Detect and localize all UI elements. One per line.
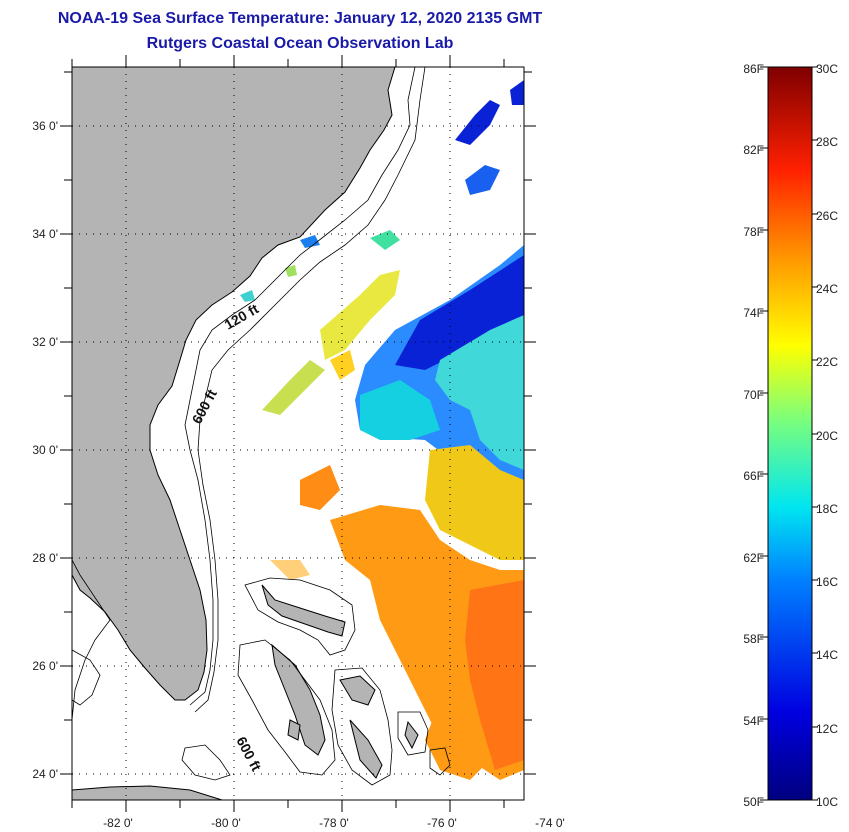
lon-label: -74 0' [535,816,565,830]
colorbar-c-label: 20C [816,429,838,443]
lat-label: 32 0' [32,335,58,349]
lat-label: 34 0' [32,227,58,241]
colorbar-f-label: 78F [743,225,764,239]
colorbar-c-label: 12C [816,722,838,736]
lat-label: 36 0' [32,119,58,133]
colorbar-f-label: 82F [743,143,764,157]
bahamas-islands [261,584,419,779]
temperature-colorbar: 86F 82F 78F 74F 70F 66F 62F 58F 54F 50F … [743,62,838,809]
land-cuba [72,785,223,800]
colorbar-c-label: 18C [816,502,838,516]
lat-label: 26 0' [32,659,58,673]
colorbar-f-label: 50F [743,795,764,809]
colorbar-c-label: 30C [816,62,838,76]
sst-imagery [72,80,524,780]
longitude-labels: -82 0' -80 0' -78 0' -76 0' -74 0' [103,816,565,830]
lat-label: 28 0' [32,551,58,565]
lon-label: -82 0' [103,816,133,830]
map-frame [71,66,525,801]
colorbar-c-label: 10C [816,795,838,809]
colorbar-gradient [767,66,813,801]
colorbar-c-label: 24C [816,282,838,296]
colorbar-f-label: 66F [743,469,764,483]
land-mainland [72,67,396,701]
map-title: NOAA-19 Sea Surface Temperature: January… [57,10,543,27]
colorbar-c-label: 28C [816,135,838,149]
lon-label: -80 0' [211,816,241,830]
map-subtitle: Rutgers Coastal Ocean Observation Lab [146,35,454,52]
colorbar-f-label: 58F [743,632,764,646]
lat-label: 24 0' [32,767,58,781]
colorbar-f-label: 54F [743,714,764,728]
colorbar-f-label: 86F [743,62,764,76]
colorbar-c-label: 14C [816,648,838,662]
map-ticks [60,55,536,812]
lat-label: 30 0' [32,443,58,457]
latitude-labels: 36 0' 34 0' 32 0' 30 0' 28 0' 26 0' 24 0… [32,119,58,781]
colorbar-f-label: 62F [743,551,764,565]
colorbar-f-label: 70F [743,388,764,402]
lon-label: -78 0' [319,816,349,830]
colorbar-c-label: 26C [816,209,838,223]
colorbar-c-label: 22C [816,355,838,369]
colorbar-c-label: 16C [816,575,838,589]
colorbar-f-label: 74F [743,306,764,320]
map-panel: 120 ft 600 ft 600 ft [72,67,524,800]
lon-label: -76 0' [427,816,457,830]
bathymetry-contours [72,67,451,786]
